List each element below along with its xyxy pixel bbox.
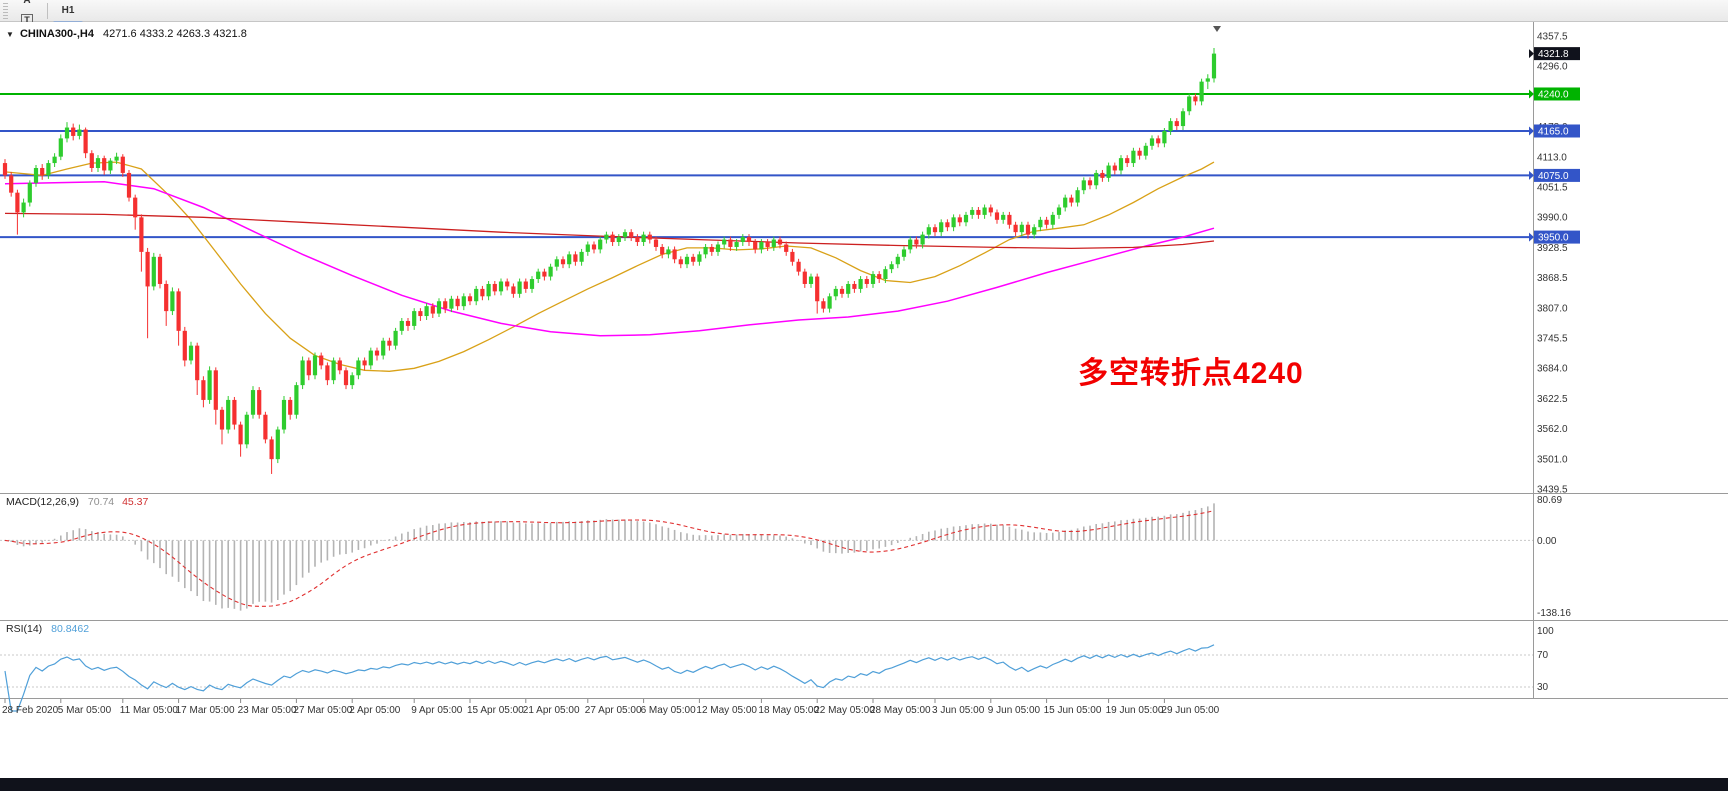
svg-text:3562.0: 3562.0 [1537, 424, 1568, 435]
svg-text:4051.5: 4051.5 [1537, 183, 1568, 194]
rsi-line [4, 644, 1215, 712]
svg-text:3950.0: 3950.0 [1538, 233, 1569, 244]
svg-text:3807.0: 3807.0 [1537, 303, 1568, 314]
svg-text:9 Apr 05:00: 9 Apr 05:00 [411, 705, 463, 716]
chart-window[interactable]: 4357.54296.04234.54173.04113.04051.53990… [0, 22, 1728, 778]
svg-text:15 Apr 05:00: 15 Apr 05:00 [467, 705, 524, 716]
price-chart-canvas[interactable]: 4357.54296.04234.54173.04113.04051.53990… [0, 22, 1728, 778]
svg-text:3928.5: 3928.5 [1537, 243, 1568, 254]
text-tool-glyph: A [23, 0, 31, 6]
svg-text:21 Apr 05:00: 21 Apr 05:00 [523, 705, 580, 716]
svg-text:30: 30 [1537, 682, 1549, 693]
svg-text:3684.0: 3684.0 [1537, 364, 1568, 375]
svg-text:19 Jun 05:00: 19 Jun 05:00 [1106, 705, 1164, 716]
svg-text:15 Jun 05:00: 15 Jun 05:00 [1044, 705, 1102, 716]
svg-text:9 Jun 05:00: 9 Jun 05:00 [988, 705, 1041, 716]
macd-signal-line [4, 510, 1215, 607]
svg-text:27 Apr 05:00: 27 Apr 05:00 [585, 705, 642, 716]
svg-text:2 Apr 05:00: 2 Apr 05:00 [349, 705, 401, 716]
toolbar: AT▾ M1M5M15M30H1H4D1W1MN [0, 0, 1728, 96]
svg-text:3622.5: 3622.5 [1537, 394, 1568, 405]
svg-text:6 May 05:00: 6 May 05:00 [641, 705, 696, 716]
svg-text:11 Mar 05:00: 11 Mar 05:00 [120, 705, 179, 716]
svg-text:4321.8: 4321.8 [1538, 49, 1569, 60]
svg-text:17 Mar 05:00: 17 Mar 05:00 [176, 705, 235, 716]
svg-text:12 May 05:00: 12 May 05:00 [696, 705, 757, 716]
svg-text:4357.5: 4357.5 [1537, 32, 1568, 43]
ma-mid-line [4, 181, 1215, 337]
svg-text:5 Mar 05:00: 5 Mar 05:00 [58, 705, 112, 716]
svg-text:70: 70 [1537, 650, 1549, 661]
svg-text:0.00: 0.00 [1537, 536, 1557, 547]
text-tool-button[interactable]: A [12, 0, 42, 11]
svg-text:4165.0: 4165.0 [1538, 126, 1569, 137]
svg-text:4296.0: 4296.0 [1537, 62, 1568, 73]
toolbar-separator [47, 2, 48, 19]
bottom-scrollbar[interactable] [0, 778, 1728, 791]
svg-text:27 Mar 05:00: 27 Mar 05:00 [293, 705, 352, 716]
svg-text:3439.5: 3439.5 [1537, 485, 1568, 496]
svg-text:29 Jun 05:00: 29 Jun 05:00 [1161, 705, 1219, 716]
toolbar-drag-handle[interactable] [3, 2, 8, 19]
svg-text:18 May 05:00: 18 May 05:00 [758, 705, 819, 716]
svg-text:4240.0: 4240.0 [1538, 89, 1569, 100]
chart-shift-arrow [1213, 26, 1221, 32]
svg-text:22 May 05:00: 22 May 05:00 [814, 705, 875, 716]
svg-text:-138.16: -138.16 [1537, 608, 1571, 619]
svg-text:3990.0: 3990.0 [1537, 213, 1568, 224]
svg-text:3501.0: 3501.0 [1537, 454, 1568, 465]
svg-text:3868.5: 3868.5 [1537, 273, 1568, 284]
svg-text:4113.0: 4113.0 [1537, 152, 1567, 163]
svg-text:80.69: 80.69 [1537, 495, 1562, 506]
svg-text:28 Feb 2020: 28 Feb 2020 [2, 705, 59, 716]
svg-text:28 May 05:00: 28 May 05:00 [870, 705, 931, 716]
svg-text:4075.0: 4075.0 [1538, 171, 1569, 182]
svg-text:3745.5: 3745.5 [1537, 334, 1568, 345]
svg-text:3 Jun 05:00: 3 Jun 05:00 [932, 705, 985, 716]
svg-text:100: 100 [1537, 626, 1554, 637]
svg-text:23 Mar 05:00: 23 Mar 05:00 [238, 705, 297, 716]
timeframe-button-h1[interactable]: H1 [61, 5, 75, 16]
ma-slow-line [4, 212, 1215, 250]
